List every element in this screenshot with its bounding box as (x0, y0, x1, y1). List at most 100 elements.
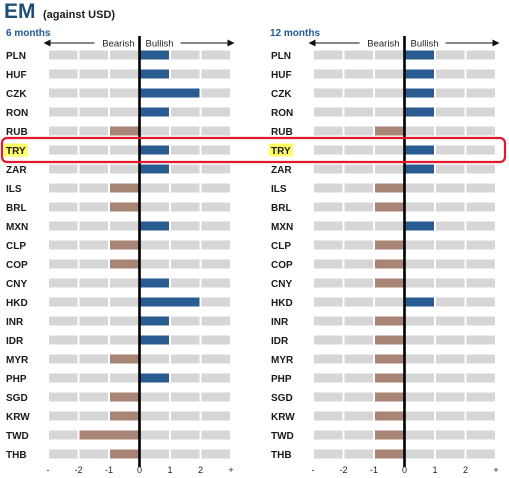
grid-cell (466, 430, 495, 440)
grid-cell (49, 392, 78, 402)
bearish-bar (375, 354, 404, 364)
grid-cell (49, 259, 78, 269)
grid-cell (466, 164, 495, 174)
bearish-bar (110, 354, 139, 364)
grid-cell (201, 373, 230, 383)
grid-cell (79, 107, 108, 117)
grid-cell (466, 411, 495, 421)
grid-cell (79, 240, 108, 250)
currency-label: RON (6, 108, 28, 119)
currency-label: CNY (271, 279, 292, 290)
grid-cell (314, 392, 343, 402)
grid-cell (314, 335, 343, 345)
grid-cell (110, 107, 139, 117)
grid-cell (314, 50, 343, 60)
grid-cell (466, 183, 495, 193)
x-tick-label: + (493, 465, 498, 475)
highlight-label-bg (4, 143, 28, 157)
grid-cell (314, 145, 343, 155)
grid-cell (375, 88, 404, 98)
bearish-bar (110, 183, 139, 193)
grid-cell (344, 164, 373, 174)
grid-cell (201, 107, 230, 117)
currency-label: CLP (271, 241, 291, 252)
grid-cell (344, 240, 373, 250)
grid-cell (201, 354, 230, 364)
bearish-bar (375, 449, 404, 459)
bearish-bar (375, 373, 404, 383)
grid-cell (436, 145, 465, 155)
grid-cell (140, 183, 169, 193)
bullish-bar (140, 107, 169, 117)
grid-cell (201, 392, 230, 402)
currency-label: PLN (271, 51, 291, 62)
grid-cell (375, 297, 404, 307)
bearish-bar (79, 430, 139, 440)
grid-cell (375, 107, 404, 117)
grid-cell (344, 88, 373, 98)
grid-cell (171, 449, 200, 459)
grid-cell (140, 430, 169, 440)
currency-label: IDR (271, 336, 289, 347)
grid-cell (314, 259, 343, 269)
grid-cell (436, 354, 465, 364)
bearish-bar (110, 240, 139, 250)
grid-cell (171, 50, 200, 60)
grid-cell (314, 69, 343, 79)
bearish-bar (375, 126, 404, 136)
currency-label: ZAR (271, 165, 292, 176)
bearish-bar (375, 316, 404, 326)
currency-label: ILS (271, 184, 287, 195)
grid-cell (49, 126, 78, 136)
grid-cell (436, 202, 465, 212)
grid-cell (436, 164, 465, 174)
grid-cell (49, 316, 78, 326)
grid-cell (49, 240, 78, 250)
grid-cell (466, 259, 495, 269)
grid-cell (405, 240, 434, 250)
grid-cell (436, 297, 465, 307)
grid-cell (344, 145, 373, 155)
grid-cell (79, 145, 108, 155)
grid-cell (466, 354, 495, 364)
bullish-bar (405, 69, 434, 79)
grid-cell (49, 278, 78, 288)
currency-label: CZK (271, 89, 292, 100)
grid-cell (314, 373, 343, 383)
grid-cell (110, 278, 139, 288)
grid-cell (466, 335, 495, 345)
grid-cell (436, 183, 465, 193)
grid-cell (79, 392, 108, 402)
grid-cell (314, 164, 343, 174)
grid-cell (344, 126, 373, 136)
grid-cell (49, 373, 78, 383)
bearish-bar (110, 392, 139, 402)
grid-cell (140, 259, 169, 269)
grid-cell (201, 240, 230, 250)
grid-cell (375, 50, 404, 60)
bearish-bar (375, 202, 404, 212)
bearish-arrow-head (308, 39, 316, 47)
grid-cell (405, 126, 434, 136)
currency-label: TWD (6, 431, 29, 442)
grid-cell (49, 354, 78, 364)
grid-cell (201, 316, 230, 326)
grid-cell (436, 221, 465, 231)
grid-cell (201, 202, 230, 212)
grid-cell (314, 183, 343, 193)
grid-cell (344, 297, 373, 307)
grid-cell (201, 297, 230, 307)
currency-label: MXN (271, 222, 293, 233)
grid-cell (140, 449, 169, 459)
title-subtitle: (against USD) (42, 9, 116, 21)
grid-cell (171, 69, 200, 79)
currency-label: RON (271, 108, 293, 119)
bullish-bar (140, 221, 169, 231)
bullish-bar (140, 50, 169, 60)
grid-cell (49, 411, 78, 421)
currency-label: ZAR (6, 165, 27, 176)
bearish-bar (110, 126, 139, 136)
grid-cell (405, 430, 434, 440)
bullish-bar (405, 164, 434, 174)
bullish-bar (405, 107, 434, 117)
